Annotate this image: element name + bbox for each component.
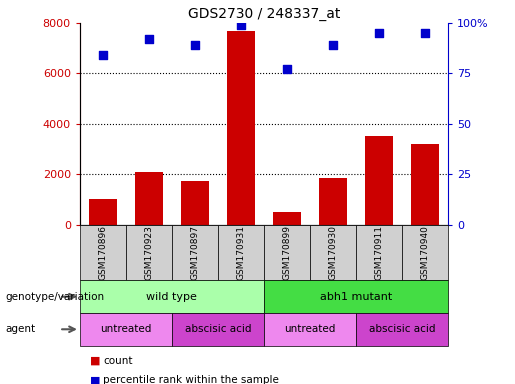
Bar [227,31,255,225]
Text: GSM170940: GSM170940 [421,225,430,280]
Bar [126,225,172,280]
Text: abscisic acid: abscisic acid [369,324,435,334]
Bar [402,225,448,280]
Text: count: count [103,356,132,366]
Point [99,52,107,58]
Point [145,36,153,42]
Point [237,22,245,28]
Text: untreated: untreated [100,324,151,334]
Text: genotype/variation: genotype/variation [5,291,104,302]
Bar [89,199,116,225]
Bar [264,225,310,280]
Text: GSM170897: GSM170897 [191,225,199,280]
Bar [319,178,347,225]
Text: GSM170899: GSM170899 [282,225,291,280]
Bar [80,313,172,346]
Bar [356,225,402,280]
Bar [365,136,393,225]
Text: GSM170930: GSM170930 [329,225,337,280]
Point [191,42,199,48]
Text: agent: agent [5,324,35,334]
Bar [172,225,218,280]
Point [421,30,429,36]
Bar [135,172,163,225]
Text: untreated: untreated [284,324,336,334]
Text: percentile rank within the sample: percentile rank within the sample [103,375,279,384]
Bar [273,212,301,225]
Point [283,66,291,73]
Bar [181,180,209,225]
Bar [356,313,448,346]
Bar [80,280,264,313]
Text: wild type: wild type [146,291,197,302]
Bar [411,144,439,225]
Text: abh1 mutant: abh1 mutant [320,291,392,302]
Text: GSM170896: GSM170896 [98,225,107,280]
Text: GSM170931: GSM170931 [236,225,246,280]
Text: ■: ■ [90,356,100,366]
Text: ■: ■ [90,375,100,384]
Title: GDS2730 / 248337_at: GDS2730 / 248337_at [188,7,340,21]
Text: abscisic acid: abscisic acid [185,324,251,334]
Text: GSM170911: GSM170911 [374,225,384,280]
Bar [264,313,356,346]
Point [375,30,383,36]
Point [329,42,337,48]
Bar [80,225,126,280]
Bar [310,225,356,280]
Bar [218,225,264,280]
Bar [264,280,448,313]
Text: GSM170923: GSM170923 [144,225,153,280]
Bar [172,313,264,346]
